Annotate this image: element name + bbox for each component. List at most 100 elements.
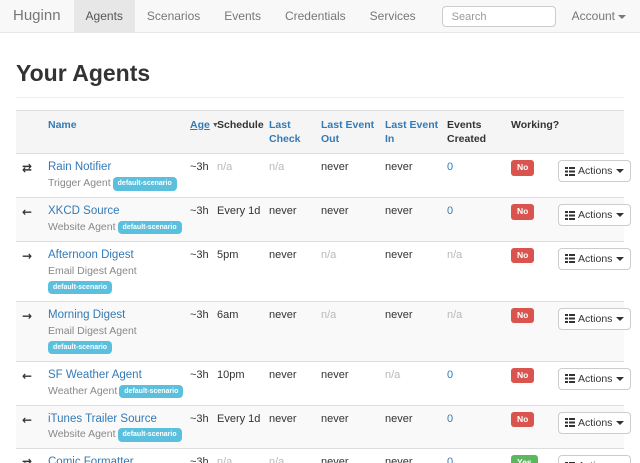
table-row: ← SF Weather Agent Weather Agent default-…	[16, 360, 632, 406]
table-row: → Afternoon Digest Email Digest Agent def…	[16, 240, 632, 302]
last-event-in-cell: never	[381, 448, 443, 463]
actions-button[interactable]: Actions	[558, 455, 632, 463]
stat-value: ~3h	[190, 368, 209, 381]
stat-value[interactable]: 0	[447, 412, 454, 425]
brand-link[interactable]: Huginn	[13, 7, 61, 24]
scenario-badge[interactable]: default-scenario	[112, 177, 177, 191]
stat-value[interactable]: 0	[447, 368, 454, 381]
actions-button[interactable]: Actions	[558, 204, 632, 227]
scenario-badge[interactable]: default-scenario	[117, 428, 182, 442]
arrow-left-icon: ←	[22, 205, 33, 220]
stat-value: never	[321, 368, 349, 381]
agent-subline: Email Digest Agent default-scenario	[48, 264, 182, 295]
arrow-right-icon: →	[22, 308, 33, 323]
chevron-down-icon	[616, 213, 625, 218]
column-header-name[interactable]: Name	[44, 109, 186, 155]
age-cell: ~3h	[186, 197, 213, 242]
stat-value[interactable]: 0	[447, 456, 454, 463]
working-badge: No	[511, 307, 535, 324]
last-event-in-cell: never	[381, 404, 443, 449]
stat-value: never	[385, 308, 413, 321]
stat-value[interactable]: 0	[447, 161, 454, 174]
working-badge: Yes	[511, 455, 538, 463]
schedule-cell: Every 1d	[213, 404, 265, 449]
account-menu[interactable]: Account	[560, 0, 640, 32]
agent-name-link[interactable]: XKCD Source	[48, 205, 120, 218]
agent-name-link[interactable]: iTunes Trailer Source	[48, 412, 157, 425]
actions-button[interactable]: Actions	[558, 247, 632, 270]
agent-name-link[interactable]: Rain Notifier	[48, 161, 112, 174]
column-header-last-check[interactable]: Last Check	[265, 109, 317, 155]
actions-button[interactable]: Actions	[558, 160, 632, 183]
last-check-cell: never	[265, 404, 317, 449]
last-check-cell: n/a	[265, 448, 317, 463]
stat-value: never	[269, 308, 297, 321]
actions-label: Actions	[578, 460, 612, 463]
age-cell: ~3h	[186, 404, 213, 449]
agent-name-link[interactable]: Comic Formatter	[48, 456, 134, 463]
column-header-actions-placeholder	[554, 109, 624, 155]
last-check-cell: never	[265, 240, 317, 302]
table-row: ← iTunes Trailer Source Website Agent def…	[16, 404, 632, 449]
search-input[interactable]	[441, 6, 556, 27]
agent-name-link[interactable]: SF Weather Agent	[48, 368, 142, 381]
last-event-out-cell: never	[317, 404, 381, 449]
actions-label: Actions	[578, 416, 613, 429]
page-title: Your Agents	[16, 60, 151, 86]
column-header-last-event-in[interactable]: Last Event In	[381, 109, 443, 155]
column-header-age[interactable]: Age ▼	[186, 109, 219, 155]
scenario-badge[interactable]: default-scenario	[48, 280, 113, 295]
scenario-badge[interactable]: default-scenario	[117, 221, 182, 235]
scenario-badge[interactable]: default-scenario	[48, 340, 113, 355]
th-list-icon	[565, 210, 575, 220]
nav-spacer	[428, 0, 442, 32]
agent-subline: Website Agent default-scenario	[48, 220, 182, 235]
nav-item-events[interactable]: Events	[224, 9, 261, 23]
stat-value: never	[321, 205, 349, 218]
column-header-last-event-out[interactable]: Last Event Out	[317, 109, 381, 155]
last-check-cell: never	[265, 300, 317, 362]
nav-item-services[interactable]: Services	[369, 9, 416, 23]
last-event-in-cell: never	[381, 154, 443, 198]
stat-value: 6am	[217, 308, 239, 321]
stat-value: ~3h	[190, 412, 209, 425]
stat-value: ~3h	[190, 248, 209, 261]
age-cell: ~3h	[186, 360, 213, 406]
agent-subline: Email Digest Agent default-scenario	[48, 324, 182, 355]
stat-value: n/a	[269, 161, 285, 174]
scenario-badge[interactable]: default-scenario	[119, 384, 184, 399]
working-badge: No	[511, 204, 535, 220]
th-list-icon	[565, 461, 575, 463]
stat-value[interactable]: 0	[447, 205, 454, 218]
stat-value: Every 1d	[217, 412, 261, 425]
stat-value: never	[269, 248, 297, 261]
last-event-in-cell: never	[381, 197, 443, 242]
nav-item-scenarios[interactable]: Scenarios	[146, 9, 201, 23]
stat-value: n/a	[385, 368, 401, 381]
stat-value: n/a	[217, 161, 233, 174]
sort-desc-icon: ▼	[211, 122, 219, 129]
actions-button[interactable]: Actions	[558, 307, 632, 330]
schedule-cell: 5pm	[213, 240, 265, 302]
transfer-icon: ⇄	[22, 161, 33, 176]
age-cell: ~3h	[186, 154, 213, 198]
arrow-right-icon: →	[22, 248, 33, 263]
agent-name-link[interactable]: Afternoon Digest	[48, 248, 134, 261]
stat-value: never	[321, 456, 349, 463]
actions-label: Actions	[578, 165, 613, 178]
chevron-down-icon	[616, 169, 625, 174]
nav-item-credentials[interactable]: Credentials	[284, 9, 346, 23]
th-list-icon	[565, 314, 575, 324]
events-created-cell: n/a	[443, 300, 507, 362]
actions-button[interactable]: Actions	[558, 367, 632, 390]
table-row: ⇄ Rain Notifier Trigger Agent default-sce…	[16, 154, 632, 198]
age-cell: ~3h	[186, 448, 213, 463]
arrow-left-icon: ←	[22, 412, 33, 427]
table-row: → Morning Digest Email Digest Agent defau…	[16, 300, 632, 362]
actions-button[interactable]: Actions	[558, 411, 632, 434]
nav-item-agents[interactable]: Agents	[73, 0, 135, 32]
agent-name-link[interactable]: Morning Digest	[48, 308, 126, 321]
actions-label: Actions	[578, 312, 613, 325]
actions-label: Actions	[578, 372, 613, 385]
schedule-cell: 10pm	[213, 360, 265, 406]
